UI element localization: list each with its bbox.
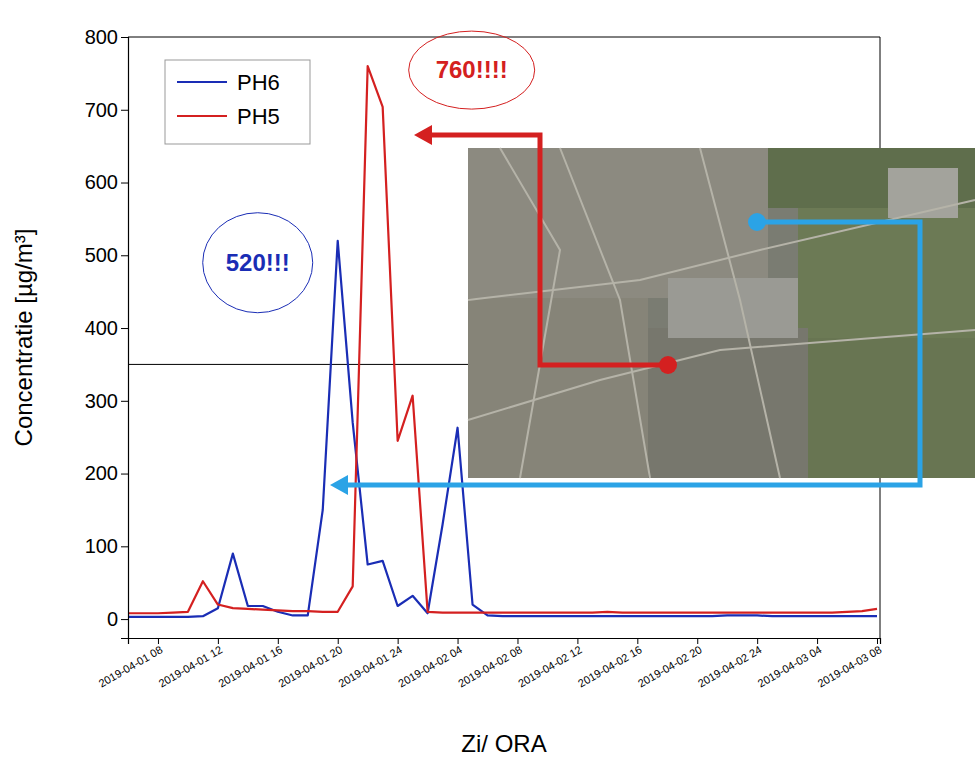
tick: 2019-04-03 08 xyxy=(816,638,884,690)
map-area xyxy=(468,298,648,478)
legend-label: PH5 xyxy=(237,104,280,129)
annotation: 520!!! xyxy=(226,249,290,276)
tick: 300 xyxy=(85,390,128,412)
location-dot xyxy=(659,356,677,374)
tick: 2019-04-02 20 xyxy=(636,638,704,690)
map-road xyxy=(468,200,975,300)
legend-swatch xyxy=(177,81,227,83)
tick: 2019-04-03 04 xyxy=(756,638,824,690)
arrow-head xyxy=(414,125,432,145)
tick-mark xyxy=(121,37,128,38)
tick-label: 700 xyxy=(85,99,118,121)
chart: 2019-04-01 082019-04-01 122019-04-01 162… xyxy=(0,0,980,768)
tick-label: 400 xyxy=(85,317,118,339)
axis-line xyxy=(129,639,881,645)
tick-mark xyxy=(121,110,128,111)
legend: PH6PH5 xyxy=(165,60,310,144)
tick-label: 200 xyxy=(85,462,118,484)
tick-label: 100 xyxy=(85,535,118,557)
annotation-ellipse xyxy=(203,213,313,313)
tick-mark xyxy=(121,619,128,620)
tick: 0 xyxy=(107,608,128,630)
annotation: 760!!!! xyxy=(436,56,508,83)
tick: 2019-04-02 04 xyxy=(396,638,464,690)
legend-label: PH6 xyxy=(237,70,280,95)
tick-label: 2019-04-01 08 xyxy=(96,643,164,689)
arrow-line xyxy=(430,135,668,365)
tick-label: 2019-04-02 24 xyxy=(696,643,764,689)
tick: 200 xyxy=(85,462,128,484)
plot-area xyxy=(128,66,880,617)
tick: 2019-04-01 20 xyxy=(276,638,344,690)
tick-label: 2019-04-01 16 xyxy=(216,643,284,689)
x-axis: 2019-04-01 082019-04-01 122019-04-01 162… xyxy=(96,638,883,690)
y-axis: 0 100 200 300 400 500 600 700 800 xyxy=(85,26,129,639)
tick-label: 2019-04-02 16 xyxy=(576,643,644,689)
legend-swatch xyxy=(177,115,227,117)
location-dot xyxy=(748,213,766,231)
tick: 400 xyxy=(85,317,128,339)
tick: 2019-04-02 24 xyxy=(696,638,764,690)
tick-label: 2019-04-03 04 xyxy=(756,643,824,689)
map-inset xyxy=(468,148,975,478)
tick-mark xyxy=(121,401,128,402)
tick: 2019-04-01 12 xyxy=(156,638,224,690)
map-area xyxy=(648,328,808,478)
arrow xyxy=(330,213,920,495)
annotation-ellipse xyxy=(409,31,535,109)
tick: 2019-04-02 12 xyxy=(516,638,584,690)
tick-label: 2019-04-02 08 xyxy=(456,643,524,689)
map-area xyxy=(668,278,798,338)
tick: 2019-04-02 08 xyxy=(456,638,524,690)
plot-frame xyxy=(128,37,880,638)
tick-label: 2019-04-02 20 xyxy=(636,643,704,689)
map-road xyxy=(500,148,560,478)
map-area xyxy=(808,338,975,478)
tick-label: 600 xyxy=(85,171,118,193)
x-axis-title: Zi/ ORA xyxy=(461,730,546,757)
map-road xyxy=(560,148,650,478)
tick-label: 0 xyxy=(107,608,118,630)
tick-label: 2019-04-01 20 xyxy=(276,643,344,689)
tick-label: 500 xyxy=(85,244,118,266)
map-area xyxy=(798,208,975,338)
map-background xyxy=(468,148,975,478)
series-line xyxy=(128,66,877,613)
arrow xyxy=(414,125,677,374)
tick-label: 2019-04-01 12 xyxy=(156,643,224,689)
map-road xyxy=(700,148,780,478)
tick: 2019-04-01 16 xyxy=(216,638,284,690)
tick-label: 2019-04-02 04 xyxy=(396,643,464,689)
tick-mark xyxy=(121,474,128,475)
axis-line xyxy=(121,38,129,639)
tick: 700 xyxy=(85,99,128,121)
tick: 2019-04-01 24 xyxy=(336,638,404,690)
tick-mark xyxy=(121,255,128,256)
tick: 2019-04-01 08 xyxy=(96,638,164,690)
tick: 800 xyxy=(85,26,128,48)
tick: 2019-04-02 16 xyxy=(576,638,644,690)
tick-label: 2019-04-02 12 xyxy=(516,643,584,689)
tick-mark xyxy=(121,546,128,547)
tick: 100 xyxy=(85,535,128,557)
tick-mark xyxy=(121,328,128,329)
y-axis-title: Concentratie [µg/m³] xyxy=(10,229,37,447)
legend-box xyxy=(165,60,310,144)
tick: 500 xyxy=(85,244,128,266)
tick-mark xyxy=(121,183,128,184)
tick-label: 2019-04-01 24 xyxy=(336,643,404,689)
tick-label: 2019-04-03 08 xyxy=(816,643,884,689)
arrow-head xyxy=(330,475,348,495)
arrow-line xyxy=(346,222,920,485)
tick-label: 800 xyxy=(85,26,118,48)
tick-label: 300 xyxy=(85,390,118,412)
map-area xyxy=(888,168,958,218)
tick: 600 xyxy=(85,171,128,193)
